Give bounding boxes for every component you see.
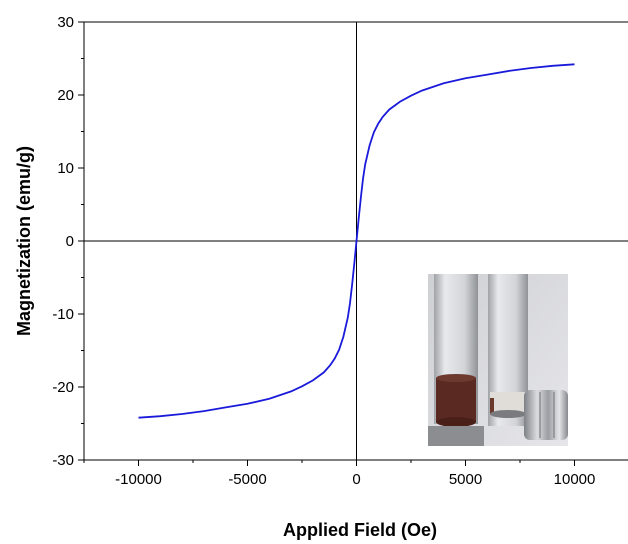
y-tick-label: 20 <box>57 87 74 104</box>
series-line <box>138 63 575 419</box>
y-tick-label: 0 <box>66 233 74 250</box>
vial-dispersed <box>428 274 484 446</box>
x-tick-label: 10000 <box>554 471 596 488</box>
magnet <box>524 390 568 440</box>
vial-separated <box>488 274 528 426</box>
photo-inset <box>428 274 568 446</box>
x-axis-title: Applied Field (Oe) <box>283 520 437 540</box>
y-tick-label: -30 <box>52 452 74 469</box>
x-tick-label: -5000 <box>228 471 266 488</box>
y-tick-label: 30 <box>57 14 74 31</box>
y-axis-title: Magnetization (emu/g) <box>14 146 34 336</box>
x-tick-label: 0 <box>352 471 360 488</box>
y-tick-label: 10 <box>57 160 74 177</box>
y-tick-label: -20 <box>52 379 74 396</box>
y-tick-label: -10 <box>52 306 74 323</box>
x-tick-label: 5000 <box>449 471 482 488</box>
x-tick-label: -10000 <box>115 471 162 488</box>
